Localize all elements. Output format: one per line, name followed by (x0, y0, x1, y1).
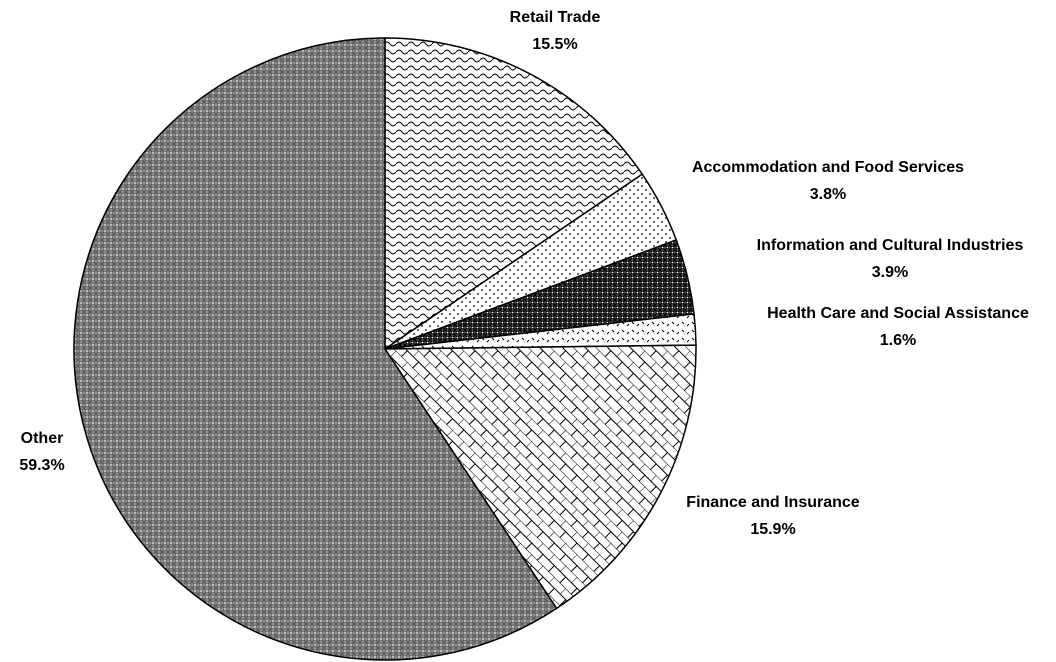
slice-label: Health Care and Social Assistance (767, 305, 1029, 322)
slice-label: Accommodation and Food Services (692, 159, 964, 176)
pie-slice (383, 344, 697, 610)
slice-label: Other (21, 430, 64, 447)
slice-value-label: 3.8% (810, 186, 846, 203)
slice-value-label: 1.6% (880, 332, 916, 349)
slice-label: Finance and Insurance (686, 494, 859, 511)
slice-value-label: 15.9% (750, 521, 795, 538)
pie-slice (384, 37, 644, 351)
slice-value-label: 15.5% (532, 36, 577, 53)
slice-value-label: 59.3% (19, 457, 64, 474)
pie-slice (73, 37, 558, 661)
slice-value-label: 3.9% (872, 264, 908, 281)
slice-label: Information and Cultural Industries (757, 237, 1024, 254)
slice-label: Retail Trade (510, 9, 601, 26)
